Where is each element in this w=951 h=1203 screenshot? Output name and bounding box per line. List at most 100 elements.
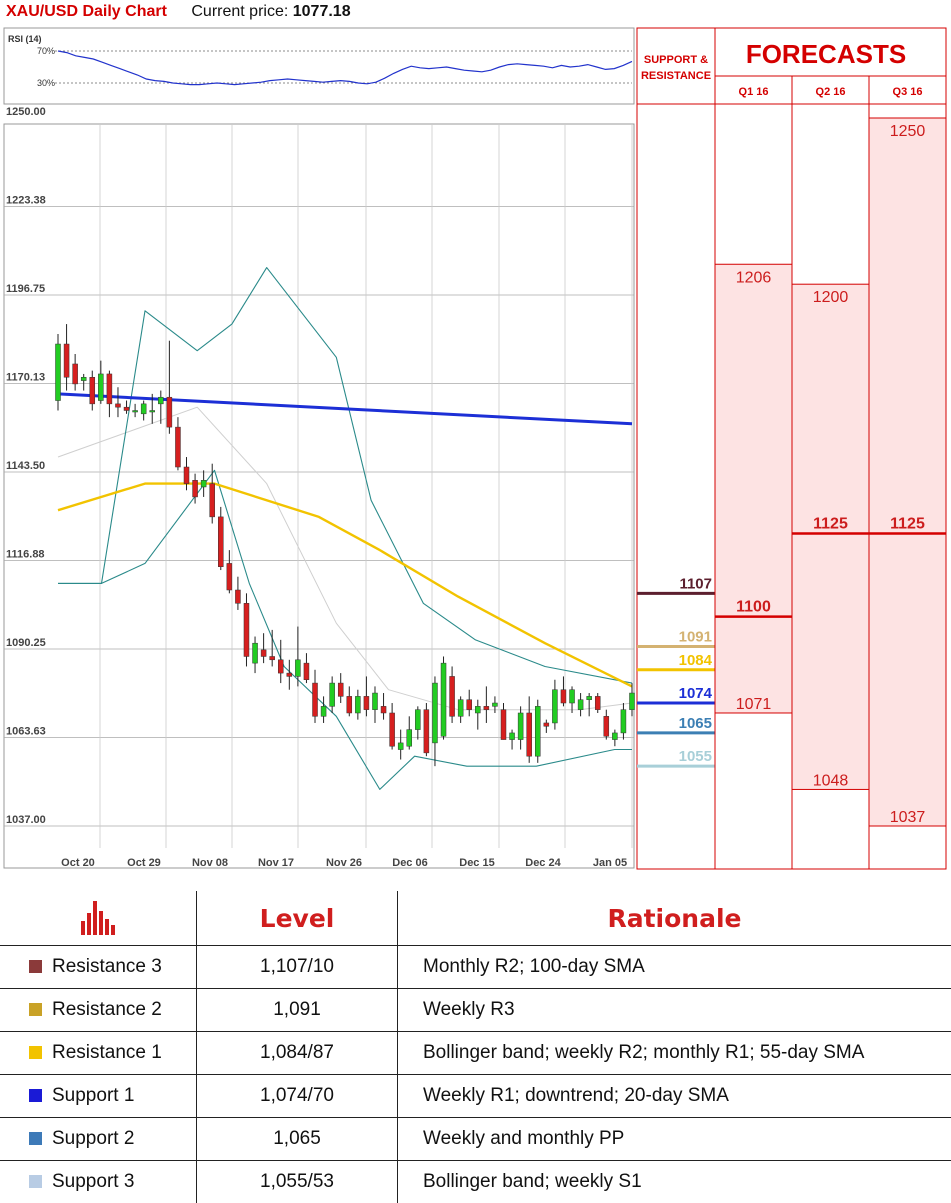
candle-body — [141, 404, 146, 414]
candle — [244, 593, 249, 666]
candle-body — [218, 517, 223, 567]
y-tick-label: 1063.63 — [6, 725, 46, 737]
forecast-low-value: 1037 — [890, 809, 926, 826]
level-rationale: Bollinger band; weekly R2; monthly R1; 5… — [398, 1032, 951, 1075]
forecast-mid-value: 1125 — [813, 515, 848, 532]
support-resistance-column: SUPPORT & RESISTANCE 1107109110841074106… — [637, 28, 715, 869]
candle-body — [124, 407, 129, 410]
candle-body — [150, 411, 155, 413]
forecast-quarter-label: Q3 16 — [893, 86, 923, 98]
candle-body — [587, 696, 592, 699]
level-color-swatch — [29, 1003, 42, 1016]
level-rationale: Weekly R3 — [398, 989, 951, 1032]
table-icon-cell — [0, 891, 197, 946]
level-value: 1,055/53 — [197, 1161, 398, 1203]
candle-body — [570, 690, 575, 703]
level-rationale: Weekly and monthly PP — [398, 1118, 951, 1161]
level-name-cell: Resistance 1 — [0, 1032, 197, 1075]
level-name: Support 2 — [52, 1128, 134, 1149]
y-tick-label: 1223.38 — [6, 194, 46, 206]
x-tick-label: Nov 08 — [192, 857, 228, 869]
candle-body — [424, 710, 429, 753]
level-rationale: Bollinger band; weekly S1 — [398, 1161, 951, 1203]
forecast-high-value: 1250 — [890, 123, 926, 140]
rsi-level-70: 70% — [37, 46, 55, 56]
candle-body — [621, 710, 626, 733]
sr-level-value: 1065 — [679, 715, 712, 732]
level-name-cell: Support 2 — [0, 1118, 197, 1161]
level-name: Resistance 1 — [52, 1042, 162, 1063]
x-tick-label: Jan 05 — [593, 857, 627, 869]
level-name-cell: Support 3 — [0, 1161, 197, 1203]
forecast-quarter-label: Q1 16 — [739, 86, 769, 98]
candle-body — [364, 696, 369, 709]
forecast-mid-value: 1125 — [890, 515, 925, 532]
forecast-quarter: Q3 16 1250 1125 1037 — [869, 86, 946, 826]
candle-body — [415, 710, 420, 730]
level-name: Resistance 2 — [52, 999, 162, 1020]
forecast-high-value: 1206 — [736, 269, 772, 286]
x-tick-label: Oct 20 — [61, 857, 95, 869]
forecast-low-value: 1071 — [736, 696, 772, 713]
candle-body — [278, 660, 283, 673]
level-value: 1,107/10 — [197, 946, 398, 989]
candle-body — [407, 730, 412, 747]
candle-body — [201, 480, 206, 487]
candle-body — [235, 590, 240, 603]
level-name: Support 1 — [52, 1085, 134, 1106]
level-name: Support 3 — [52, 1171, 134, 1192]
candle-body — [390, 713, 395, 746]
level-color-swatch — [29, 1089, 42, 1102]
level-name: Resistance 3 — [52, 956, 162, 977]
bar-chart-icon — [81, 901, 115, 935]
candle-body — [432, 683, 437, 743]
level-value: 1,084/87 — [197, 1032, 398, 1075]
y-tick-label: 1116.88 — [6, 548, 45, 560]
rsi-title: RSI (14) — [8, 34, 42, 44]
candle-body — [133, 411, 138, 413]
level-value: 1,065 — [197, 1118, 398, 1161]
candle-body — [630, 693, 635, 710]
forecast-quarter-label: Q2 16 — [816, 86, 846, 98]
candle-body — [107, 374, 112, 404]
y-tick-label: 1196.75 — [6, 283, 45, 295]
candle-body — [355, 696, 360, 713]
forecast-range — [715, 264, 792, 713]
candle-body — [167, 397, 172, 427]
candle-body — [244, 603, 249, 656]
candle-body — [441, 663, 446, 736]
candle — [56, 334, 61, 410]
forecast-low-value: 1048 — [813, 772, 849, 789]
candle-body — [330, 683, 335, 706]
x-tick-label: Dec 06 — [392, 857, 427, 869]
y-tick-label: 1090.25 — [6, 637, 46, 649]
candle-body — [527, 713, 532, 756]
candle-body — [561, 690, 566, 703]
candle-body — [492, 703, 497, 706]
candle-body — [158, 397, 163, 404]
candle-body — [253, 643, 258, 663]
chart-area: RSI (14) 70% 30% 1250.00 1223.38 1196.75 11… — [0, 0, 951, 880]
level-value: 1,091 — [197, 989, 398, 1032]
x-tick-label: Dec 15 — [459, 857, 494, 869]
candle-body — [193, 480, 198, 497]
candle-body — [467, 700, 472, 710]
candle-body — [372, 693, 377, 710]
candle-body — [184, 467, 189, 484]
rsi-panel: RSI (14) 70% 30% — [4, 28, 634, 104]
level-header: Level — [197, 891, 398, 946]
sr-title-line1: SUPPORT & — [644, 54, 708, 66]
y-tick-label: 1250.00 — [6, 106, 46, 118]
candle-body — [73, 364, 78, 384]
sr-column-border — [637, 28, 715, 869]
y-tick-label: 1037.00 — [6, 814, 46, 826]
level-color-swatch — [29, 1046, 42, 1059]
forecast-range — [869, 118, 946, 826]
candle-body — [347, 696, 352, 713]
candle — [424, 703, 429, 756]
